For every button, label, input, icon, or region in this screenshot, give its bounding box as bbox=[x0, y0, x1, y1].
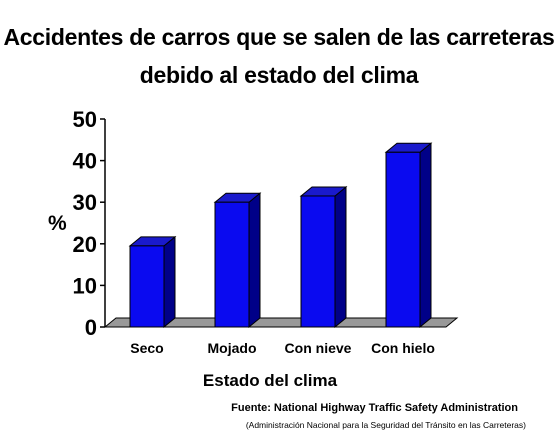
bar-side bbox=[248, 192, 261, 329]
category-labels: Seco Mojado Con nieve Con hielo bbox=[130, 340, 435, 356]
chart-title-line-2: debido al estado del clima bbox=[139, 62, 419, 88]
category-label: Seco bbox=[130, 340, 163, 356]
source-credit: Fuente: National Highway Traffic Safety … bbox=[231, 402, 518, 414]
category-label: Con hielo bbox=[371, 340, 435, 356]
y-tick-label: 40 bbox=[73, 149, 97, 174]
bar-front bbox=[300, 195, 336, 328]
y-axis-label: % bbox=[48, 212, 67, 235]
bar bbox=[213, 192, 262, 329]
bar bbox=[384, 142, 433, 329]
y-tick-label: 10 bbox=[73, 273, 97, 298]
bar bbox=[128, 235, 177, 329]
bar-front bbox=[214, 201, 250, 328]
y-tick-label: 20 bbox=[73, 232, 97, 257]
category-label: Con nieve bbox=[285, 340, 352, 356]
bar-front bbox=[129, 245, 165, 328]
bar-side bbox=[163, 235, 176, 329]
source-credit-translation: (Administración Nacional para la Segurid… bbox=[245, 420, 526, 430]
bar-front bbox=[385, 151, 421, 328]
axes bbox=[100, 118, 106, 328]
bar-side bbox=[419, 142, 432, 329]
bar-side bbox=[334, 185, 347, 329]
y-tick-labels: 0 10 20 30 40 50 bbox=[73, 107, 97, 340]
y-tick-label: 50 bbox=[73, 107, 97, 132]
x-axis-label: Estado del clima bbox=[202, 371, 338, 390]
category-label: Mojado bbox=[208, 340, 257, 356]
chart-title-line-1: Accidentes de carros que se salen de las… bbox=[3, 24, 555, 50]
y-tick-label: 30 bbox=[73, 190, 97, 215]
bars bbox=[128, 142, 433, 329]
y-tick-label: 0 bbox=[85, 315, 97, 340]
bar bbox=[299, 185, 348, 329]
